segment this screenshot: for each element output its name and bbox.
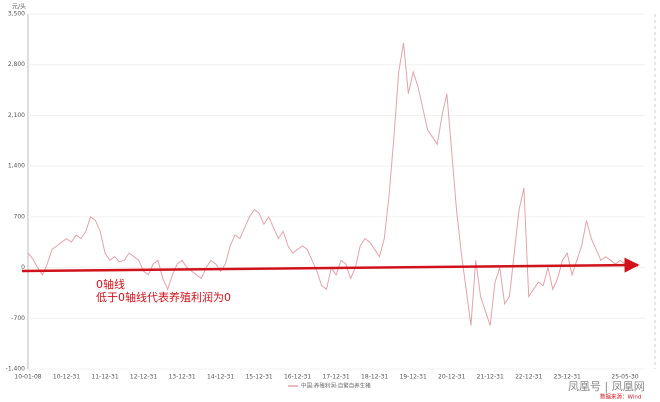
watermark: 凤凰号 | 凤凰网 <box>568 380 645 393</box>
annotation: 低于0轴线代表养殖利润为0 <box>96 290 231 304</box>
y-tick-label: 2,800 <box>8 61 25 68</box>
annotation: 0轴线 <box>96 277 125 291</box>
x-tick-label: 11-12-31 <box>91 374 118 381</box>
x-tick-label: 17-12-31 <box>323 374 350 381</box>
x-tick-label: 12-12-31 <box>130 374 157 381</box>
x-tick-label: 13-12-31 <box>168 374 195 381</box>
x-tick-label: 23-12-31 <box>554 374 581 381</box>
x-tick-label: 20-12-31 <box>438 374 465 381</box>
x-tick-label: 10-01-08 <box>14 374 41 381</box>
y-tick-label: -700 <box>11 315 25 322</box>
y-tick-label: 2,100 <box>8 112 25 119</box>
x-tick-label: 21-12-31 <box>477 374 504 381</box>
x-tick-label: 18-12-31 <box>361 374 388 381</box>
x-tick-label: 22-12-31 <box>515 374 542 381</box>
y-tick-label: -1,400 <box>6 366 26 373</box>
source: 数据来源：Wind <box>600 393 641 401</box>
x-tick-label: 16-12-31 <box>284 374 311 381</box>
x-tick-label: 14-12-31 <box>207 374 234 381</box>
y-tick-label: 700 <box>14 213 26 220</box>
x-tick-label: 15-12-31 <box>245 374 272 381</box>
x-tick-label: 10-12-31 <box>53 374 80 381</box>
y-tick-label: 1,400 <box>8 163 25 170</box>
y-unit: 元/头 <box>12 3 26 11</box>
zero-arrow <box>21 257 640 273</box>
x-tick-label: 19-12-31 <box>400 374 427 381</box>
legend-label: 中国:养殖利润:自繁自养生猪 <box>301 382 371 390</box>
x-tick-label: 25-05-30 <box>611 374 638 381</box>
y-tick-label: 3,500 <box>8 11 25 18</box>
y-tick-label: 0 <box>21 264 25 271</box>
series-line <box>27 42 626 326</box>
